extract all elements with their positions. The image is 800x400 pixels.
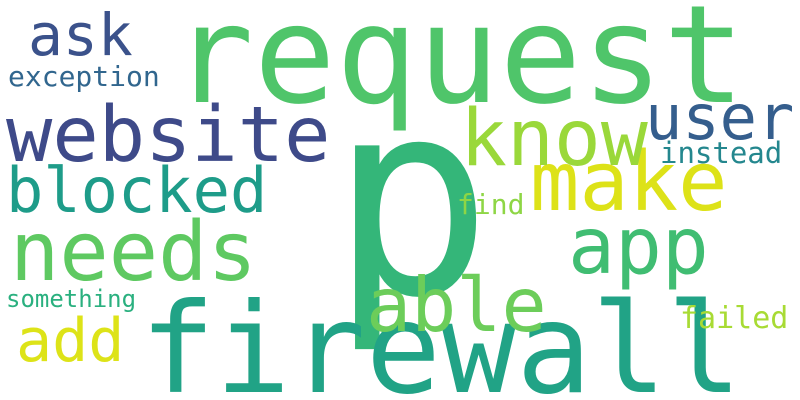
word-something: something bbox=[6, 285, 137, 313]
word-make: make bbox=[530, 135, 728, 230]
word-failed: failed bbox=[680, 301, 789, 336]
word-know: know bbox=[460, 94, 648, 184]
word-app: app bbox=[568, 202, 709, 292]
word-request: request bbox=[172, 0, 746, 135]
word-user: user bbox=[645, 81, 795, 154]
word-ask: ask bbox=[28, 1, 133, 69]
word-needs: needs bbox=[10, 205, 257, 300]
word-add: add bbox=[16, 306, 125, 376]
word-firewall: firewall bbox=[140, 277, 743, 400]
word-website: website bbox=[6, 91, 331, 180]
word-able: able bbox=[366, 261, 547, 349]
word-p: p bbox=[330, 42, 493, 357]
word-exception: exception bbox=[8, 60, 160, 93]
word-instead: instead bbox=[660, 136, 783, 170]
word-blocked: blocked bbox=[6, 154, 268, 227]
word-find: find bbox=[457, 188, 525, 221]
